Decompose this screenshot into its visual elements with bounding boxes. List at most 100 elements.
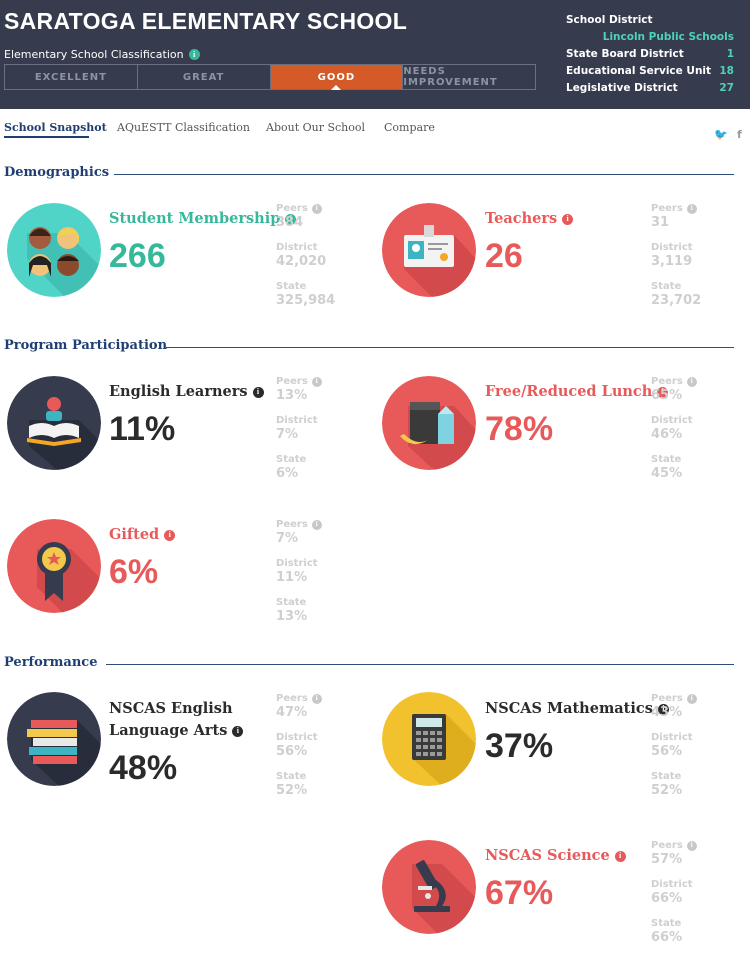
peers-label: Peers [651, 840, 683, 851]
info-icon[interactable]: i [188, 49, 200, 60]
rating-excellent[interactable]: EXCELLENT [5, 65, 138, 89]
nscas-ela-label-line1: NSCAS English [109, 700, 233, 717]
gifted-title: Gifted i [109, 524, 176, 546]
state-label: State [276, 281, 307, 292]
info-icon[interactable]: i [686, 840, 697, 851]
nscas-science-label: NSCAS Science [485, 847, 610, 864]
legislative-label: Legislative District [566, 82, 678, 94]
info-icon[interactable]: i [285, 213, 297, 225]
info-icon[interactable]: i [311, 376, 322, 387]
nscas-math-comparison: Peers i 43% District 56% State 52% [651, 692, 725, 809]
classification-label: Elementary School Classification i [4, 48, 200, 61]
student-membership-comparison: Peers i 384 District 42,020 State 325,984 [276, 202, 350, 319]
nscas-science-title: NSCAS Science i [485, 845, 626, 867]
district-value: 42,020 [276, 254, 327, 269]
esu-value: 18 [719, 65, 734, 77]
tab-about-our-school[interactable]: About Our School [266, 121, 366, 134]
state-label: State [276, 454, 307, 465]
school-district-label: School District [566, 14, 653, 26]
peers-value: 43% [651, 705, 683, 720]
state-value: 13% [276, 609, 308, 624]
award-ribbon-icon [7, 519, 101, 613]
district-value: 11% [276, 570, 308, 585]
info-icon[interactable]: i [311, 519, 322, 530]
microscope-icon [382, 840, 476, 934]
peers-value: 65% [651, 388, 683, 403]
nscas-science-value: 67% [485, 874, 554, 912]
active-tab-underline [4, 136, 89, 138]
students-icon [7, 203, 101, 297]
peers-value: 7% [276, 531, 299, 546]
peers-value: 47% [276, 705, 308, 720]
teachers-value: 26 [485, 237, 523, 275]
nscas-ela-title: NSCAS English Language Arts i [109, 698, 244, 742]
peers-label: Peers [651, 203, 683, 214]
tab-compare[interactable]: Compare [384, 121, 435, 134]
english-learners-title: English Learners i [109, 381, 264, 403]
peers-value: 57% [651, 852, 683, 867]
english-learners-label: English Learners [109, 383, 248, 400]
info-icon[interactable]: i [562, 213, 574, 225]
state-label: State [651, 281, 682, 292]
book-reader-icon [7, 376, 101, 470]
peers-label: Peers [651, 693, 683, 704]
tab-school-snapshot[interactable]: School Snapshot [4, 121, 107, 134]
info-icon[interactable]: i [657, 703, 669, 715]
state-value: 325,984 [276, 293, 336, 308]
district-value: 3,119 [651, 254, 693, 269]
state-label: State [276, 597, 307, 608]
district-value: 7% [276, 427, 299, 442]
calculator-icon [382, 692, 476, 786]
school-district-link[interactable]: Lincoln Public Schools [602, 31, 734, 43]
section-title-demographics: Demographics [4, 165, 110, 180]
section-title-program-participation: Program Participation [4, 338, 168, 353]
gifted-comparison: Peers i 7% District 11% State 13% [276, 518, 350, 635]
english-learners-comparison: Peers i 13% District 7% State 6% [276, 375, 350, 492]
state-value: 52% [276, 783, 308, 798]
tab-aquestt-classification[interactable]: AQuESTT Classification [117, 121, 250, 134]
rating-needs-improvement[interactable]: NEEDS IMPROVEMENT [403, 66, 498, 88]
gifted-value: 6% [109, 553, 159, 591]
classification-rating-bar: EXCELLENT GREAT GOOD NEEDS IMPROVEMENT [4, 64, 536, 90]
rating-great[interactable]: GREAT [138, 65, 271, 89]
nscas-ela-comparison: Peers i 47% District 56% State 52% [276, 692, 350, 809]
info-icon[interactable]: i [614, 850, 626, 862]
gifted-label: Gifted [109, 526, 160, 543]
school-name: SARATOGA ELEMENTARY SCHOOL [4, 8, 408, 34]
district-label: District [276, 732, 318, 743]
rating-good[interactable]: GOOD [270, 65, 404, 90]
info-icon[interactable]: i [686, 693, 697, 704]
facebook-icon[interactable]: f [737, 128, 742, 141]
lunch-bag-icon [382, 376, 476, 470]
peers-label: Peers [276, 693, 308, 704]
info-icon[interactable]: i [657, 386, 669, 398]
free-reduced-lunch-value: 78% [485, 410, 554, 448]
peers-label: Peers [276, 376, 308, 387]
section-divider [114, 174, 734, 175]
info-icon[interactable]: i [311, 203, 322, 214]
district-value: 56% [651, 744, 683, 759]
nscas-ela-value: 48% [109, 749, 178, 787]
info-icon[interactable]: i [311, 693, 322, 704]
nscas-ela-label-line2: Language Arts [109, 722, 228, 739]
state-label: State [276, 771, 307, 782]
state-value: 45% [651, 466, 683, 481]
info-icon[interactable]: i [232, 725, 244, 737]
info-icon[interactable]: i [164, 529, 176, 541]
district-label: District [276, 415, 318, 426]
classification-label-text: Elementary School Classification [4, 48, 184, 61]
student-membership-title: Student Membership i [109, 208, 297, 230]
state-value: 23,702 [651, 293, 702, 308]
legislative-value: 27 [719, 82, 734, 94]
district-value: 56% [276, 744, 308, 759]
info-icon[interactable]: i [252, 386, 264, 398]
state-label: State [651, 771, 682, 782]
peers-value: 384 [276, 215, 304, 230]
teachers-comparison: Peers i 31 District 3,119 State 23,702 [651, 202, 725, 319]
twitter-icon[interactable]: 🐦 [714, 128, 728, 141]
district-value: 46% [651, 427, 683, 442]
state-board-value: 1 [726, 48, 734, 60]
nscas-math-value: 37% [485, 727, 554, 765]
info-icon[interactable]: i [686, 376, 697, 387]
info-icon[interactable]: i [686, 203, 697, 214]
